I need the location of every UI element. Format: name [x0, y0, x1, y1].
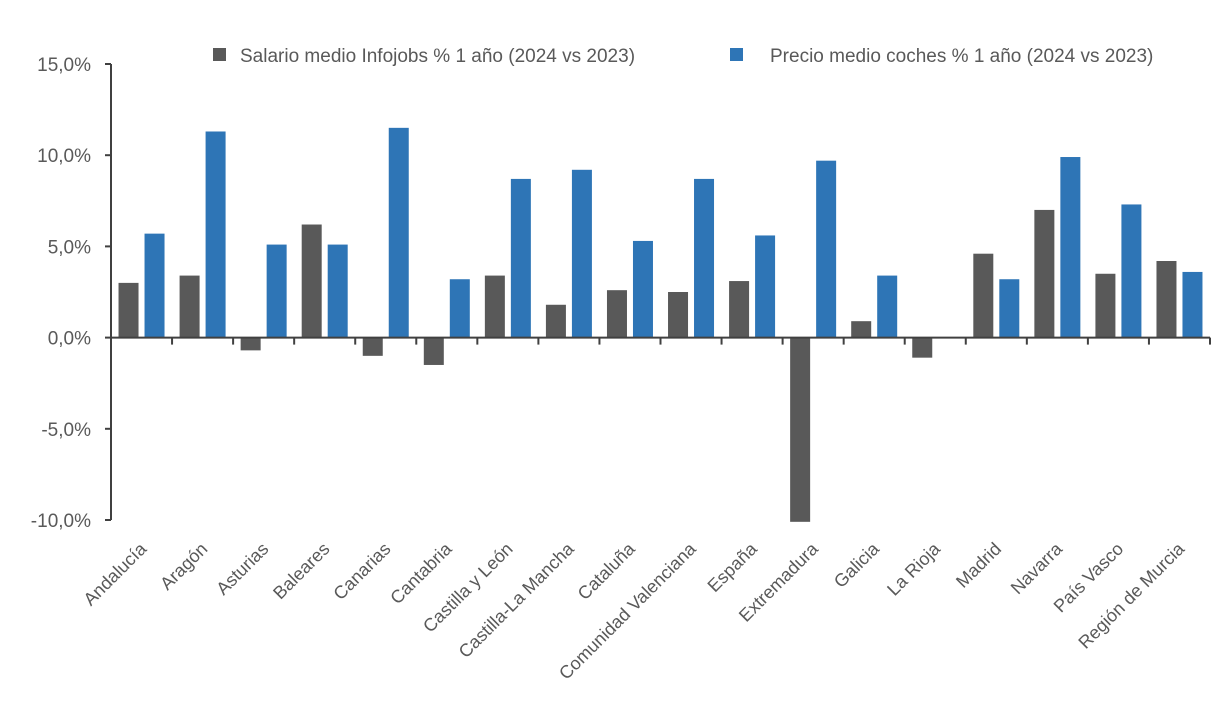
precio-bar	[266, 244, 287, 338]
salario-bar	[118, 282, 139, 338]
salario-bar	[912, 337, 933, 358]
salario-bar	[973, 253, 994, 338]
salario-bar	[362, 337, 383, 356]
salario-bar	[790, 337, 811, 522]
precio-bar	[1182, 271, 1203, 338]
legend-label: Precio medio coches % 1 año (2024 vs 202…	[770, 46, 1153, 67]
salario-bar	[606, 290, 627, 338]
y-tick-label: -5,0%	[41, 420, 91, 441]
salario-bar	[484, 275, 505, 338]
y-tick-label: 10,0%	[37, 146, 91, 167]
salario-bar	[1156, 260, 1177, 338]
x-category-label: Canarias	[329, 539, 394, 604]
y-axis: 15,0% 10,0% 5,0% 0,0% -5,0% -10,0%	[31, 55, 112, 532]
legend: Salario medio Infojobs % 1 año (2024 vs …	[213, 46, 1153, 67]
x-category-label: Baleares	[269, 539, 333, 603]
x-category-label: Castilla-La Mancha	[455, 538, 579, 662]
precio-bar	[1060, 157, 1081, 338]
x-category-label: Andalucía	[80, 538, 151, 609]
x-category-label: Aragón	[156, 539, 211, 594]
precio-bar	[755, 235, 776, 338]
x-category-label: La Rioja	[883, 538, 945, 600]
precio-bar	[144, 233, 165, 338]
precio-bar	[510, 178, 531, 338]
x-category-label: Asturias	[212, 539, 272, 599]
salario-bar	[240, 337, 261, 351]
y-tick-label: -10,0%	[31, 511, 91, 532]
precio-bar	[449, 279, 470, 338]
y-tick-label: 15,0%	[37, 55, 91, 76]
salario-bar	[1034, 209, 1055, 338]
x-category-label: Madrid	[952, 539, 1005, 592]
salario-bar	[668, 292, 689, 338]
y-tick-label: 5,0%	[48, 237, 91, 258]
precio-bar	[327, 244, 348, 338]
salario-bar	[729, 281, 750, 338]
legend-swatch	[730, 48, 743, 61]
precio-bar	[816, 160, 837, 338]
precio-bar	[205, 131, 226, 338]
x-category-label: España	[704, 538, 762, 596]
precio-bar	[999, 279, 1020, 338]
salario-bar	[851, 321, 872, 338]
precio-bar	[388, 127, 409, 338]
salario-bar	[179, 275, 200, 338]
bars	[118, 127, 1203, 522]
salario-bar	[545, 304, 566, 338]
salario-bar	[301, 224, 322, 338]
precio-bar	[571, 169, 592, 338]
y-tick-label: 0,0%	[48, 329, 91, 350]
legend-label: Salario medio Infojobs % 1 año (2024 vs …	[240, 46, 635, 67]
precio-bar	[877, 275, 898, 338]
x-category-label: Navarra	[1007, 538, 1067, 598]
precio-bar	[632, 240, 653, 338]
x-category-label: Región de Murcia	[1074, 538, 1189, 653]
precio-bar	[1121, 204, 1142, 338]
precio-bar	[694, 178, 715, 338]
salario-bar	[423, 337, 444, 365]
salario-bar	[1095, 273, 1116, 338]
legend-swatch	[213, 48, 226, 61]
x-category-label: Galicia	[830, 538, 884, 592]
